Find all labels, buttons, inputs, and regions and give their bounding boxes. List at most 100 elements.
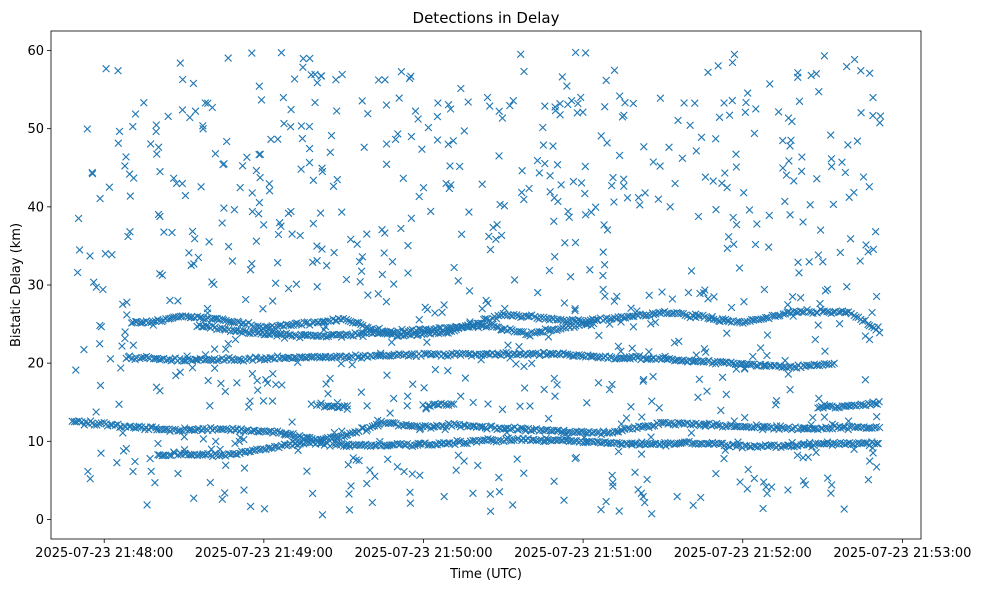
detection-marker [342,275,351,284]
detection-marker [181,312,190,320]
detection-marker [718,373,727,382]
detection-marker [556,99,564,108]
detection-marker [203,321,211,330]
detection-marker [355,257,364,266]
detection-marker [118,342,126,350]
detection-marker [293,319,301,327]
detection-marker [510,276,519,284]
detection-marker [597,505,605,514]
detection-marker [520,384,529,392]
detection-marker [113,458,121,467]
detection-marker [414,115,422,123]
detection-marker [554,197,562,206]
detection-marker [440,301,448,309]
detection-marker [140,98,148,107]
detection-marker [541,159,549,168]
detection-marker [254,210,263,218]
detection-marker [493,220,501,229]
detection-marker [600,103,609,111]
detection-marker [497,436,505,445]
detection-marker [730,50,739,59]
detection-marker [319,353,327,361]
detection-marker [131,110,140,118]
detection-marker [391,135,400,144]
detection-marker [186,113,194,122]
detection-marker [246,447,254,456]
detection-marker [810,441,818,450]
detection-marker [615,151,624,160]
detection-marker [313,78,322,87]
detection-marker [594,379,603,387]
detection-marker [573,109,582,117]
detection-marker [326,148,335,157]
detection-marker [469,489,477,498]
detection-marker [156,167,164,176]
detection-marker [774,312,782,320]
detection-marker [363,479,371,488]
detection-marker [152,127,160,136]
detection-marker [627,304,635,312]
detection-marker [336,441,345,449]
detection-marker [431,440,440,449]
detection-marker [176,59,185,67]
detection-marker [96,194,104,203]
detection-marker [584,351,592,359]
detection-marker [564,100,572,109]
detection-marker [415,315,423,324]
detection-marker [440,492,448,501]
detection-marker [623,194,632,202]
detection-marker [241,295,250,304]
detection-marker [192,355,201,364]
detection-marker [590,352,598,360]
detection-marker [865,321,874,330]
detection-marker [371,472,379,481]
detection-marker [571,454,579,463]
detection-marker [105,183,114,191]
detection-marker [610,198,618,206]
detection-marker [617,420,626,428]
detection-marker [477,322,486,330]
detection-marker [805,438,814,447]
detection-marker [629,323,638,331]
detection-marker [856,257,864,265]
detection-marker [865,441,874,450]
detection-marker [842,62,851,71]
detection-marker [489,223,497,232]
detection-marker [828,420,837,428]
detection-marker [86,252,94,260]
detection-marker [656,309,664,317]
detection-marker [464,98,472,106]
detection-marker [450,263,458,272]
detection-marker [821,287,830,295]
detection-marker [602,497,610,506]
detection-marker [146,140,155,148]
detection-marker [645,291,653,300]
detection-marker [729,240,738,249]
detection-marker [444,100,453,109]
detection-marker [876,119,884,127]
detection-marker [86,474,94,483]
detection-marker [841,440,849,449]
detection-marker [259,305,267,313]
detection-marker [517,188,526,197]
detection-marker [286,122,295,131]
detection-marker [407,214,416,223]
detection-marker [220,489,229,497]
detection-marker [146,454,154,463]
detection-marker [307,400,316,408]
detection-marker [433,112,442,121]
detection-marker [355,456,363,465]
detection-marker [696,493,705,502]
detection-marker [502,428,511,437]
detection-marker [114,139,123,147]
detection-marker [518,166,526,175]
detection-marker [759,504,767,513]
detection-marker [721,446,730,454]
detection-marker [72,366,80,374]
detection-marker [599,271,607,280]
detection-marker [299,54,308,63]
detection-marker [723,329,731,337]
detection-marker [544,435,552,444]
detection-marker [373,416,382,425]
detection-marker [370,441,379,450]
